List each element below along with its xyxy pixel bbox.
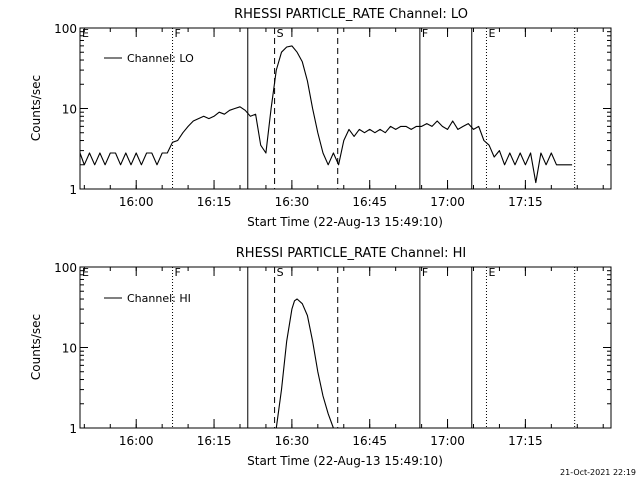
x-tick-label: 16:15	[197, 434, 232, 448]
x-ticks-hi: 16:00 16:15 16:30 16:45 17:00 17:15	[83, 267, 604, 448]
x-tick-label: 17:00	[430, 434, 465, 448]
x-axis-label-hi: Start Time (22-Aug-13 15:49:10)	[247, 454, 443, 468]
legend-hi: Channel: HI	[104, 292, 191, 305]
marker-label: S	[277, 27, 284, 40]
panel-hi: RHESSI PARTICLE_RATE Channel: HI Counts/…	[29, 246, 612, 468]
y-tick-label: 1	[69, 422, 77, 436]
marker-label: S	[277, 266, 284, 279]
panel-lo: RHESSI PARTICLE_RATE Channel: LO Counts/…	[29, 7, 612, 229]
x-ticks-lo: 16:00 16:15 16:30 16:45 17:00 17:15	[83, 28, 604, 209]
marker-label: E	[82, 27, 89, 40]
chart-title-lo: RHESSI PARTICLE_RATE Channel: LO	[234, 7, 468, 22]
y-tick-label: 100	[54, 261, 77, 275]
marker-label: F	[422, 27, 428, 40]
y-axis-label-lo: Counts/sec	[29, 75, 43, 141]
x-tick-label: 16:30	[275, 195, 310, 209]
time-markers-hi: F S F EE	[82, 266, 576, 428]
x-tick-label: 17:15	[508, 195, 543, 209]
marker-label: E	[488, 27, 495, 40]
chart-title-hi: RHESSI PARTICLE_RATE Channel: HI	[236, 246, 466, 261]
marker-label: F	[175, 266, 181, 279]
x-axis-label-lo: Start Time (22-Aug-13 15:49:10)	[247, 215, 443, 229]
y-tick-label: 1	[69, 183, 77, 197]
x-tick-label: 16:30	[275, 434, 310, 448]
x-tick-label: 16:00	[119, 434, 154, 448]
y-tick-label: 10	[62, 103, 77, 117]
x-tick-label: 16:15	[197, 195, 232, 209]
x-tick-label: 17:00	[430, 195, 465, 209]
marker-label: E	[488, 266, 495, 279]
x-tick-label: 16:45	[352, 195, 387, 209]
series-hi	[275, 298, 334, 429]
x-tick-label: 17:15	[508, 434, 543, 448]
legend-lo: Channel: LO	[104, 52, 194, 65]
generation-timestamp: 21-Oct-2021 22:19	[560, 468, 636, 477]
marker-label: F	[422, 266, 428, 279]
y-tick-label: 100	[54, 22, 77, 36]
marker-label: F	[175, 27, 181, 40]
marker-label: E	[82, 266, 89, 279]
x-tick-label: 16:00	[119, 195, 154, 209]
y-tick-label: 10	[62, 342, 77, 356]
series-line-lo	[79, 45, 573, 184]
y-ticks-hi: 1 10 100	[54, 261, 611, 436]
legend-label-lo: Channel: LO	[127, 52, 194, 65]
time-markers-lo: F S F EE	[82, 27, 576, 189]
legend-label-hi: Channel: HI	[127, 292, 191, 305]
series-line-hi	[275, 298, 334, 429]
series-lo	[79, 45, 573, 184]
y-axis-label-hi: Counts/sec	[29, 314, 43, 380]
x-tick-label: 16:45	[352, 434, 387, 448]
